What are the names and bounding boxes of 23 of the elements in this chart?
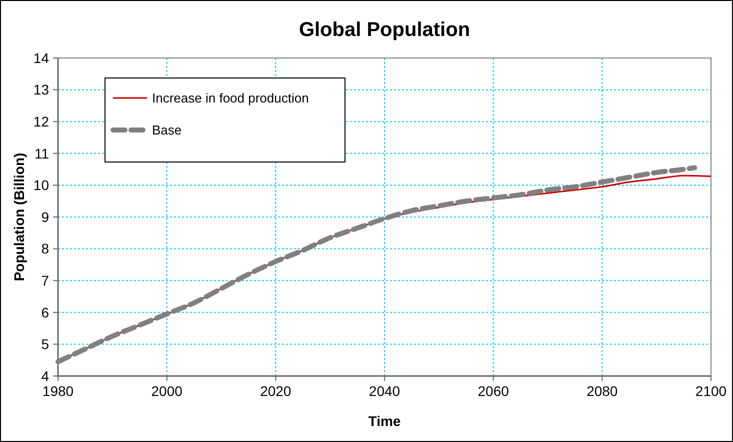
x-tick-label: 2100 — [695, 383, 727, 399]
legend-label: Base — [152, 122, 182, 138]
legend-label: Increase in food production — [152, 90, 309, 106]
x-tick-label: 1980 — [42, 383, 74, 399]
y-tick-label: 5 — [41, 336, 50, 352]
y-tick-label: 14 — [33, 50, 50, 66]
x-tick-label: 2080 — [586, 383, 618, 399]
chart-title: Global Population — [298, 19, 470, 41]
x-tick-label: 2020 — [260, 383, 292, 399]
y-tick-label: 13 — [33, 82, 50, 98]
y-tick-label: 6 — [41, 304, 50, 320]
y-tick-label: 12 — [33, 114, 50, 130]
x-tick-label: 2000 — [151, 383, 183, 399]
y-tick-label: 8 — [41, 240, 50, 257]
y-tick-label: 9 — [41, 208, 50, 225]
x-tick-label: 2060 — [478, 383, 510, 399]
x-axis-title: Time — [368, 413, 401, 429]
y-tick-label: 10 — [33, 177, 50, 194]
y-tick-label: 4 — [41, 368, 50, 384]
y-tick-label: 7 — [41, 272, 50, 288]
x-tick-label: 2040 — [368, 383, 400, 399]
y-axis-title: Population (Billion) — [11, 152, 27, 282]
y-tick-label: 11 — [34, 145, 50, 162]
